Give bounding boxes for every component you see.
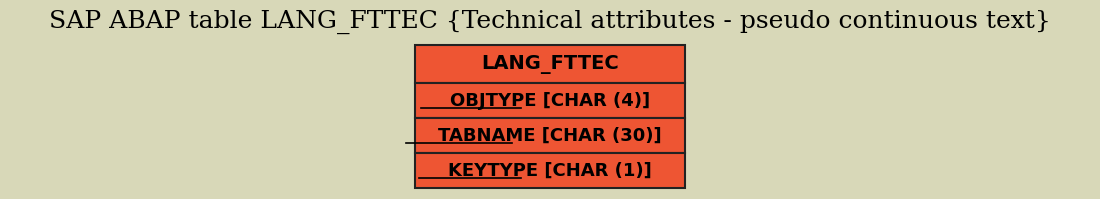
Text: TABNAME [CHAR (30)]: TABNAME [CHAR (30)] <box>438 127 662 144</box>
Bar <box>415 118 685 153</box>
Bar <box>415 45 685 83</box>
Text: KEYTYPE [CHAR (1)]: KEYTYPE [CHAR (1)] <box>448 162 652 179</box>
Text: SAP ABAP table LANG_FTTEC {Technical attributes - pseudo continuous text}: SAP ABAP table LANG_FTTEC {Technical att… <box>50 10 1050 34</box>
Text: OBJTYPE [CHAR (4)]: OBJTYPE [CHAR (4)] <box>450 92 650 109</box>
Text: LANG_FTTEC: LANG_FTTEC <box>481 55 619 73</box>
Bar <box>415 153 685 188</box>
Bar <box>415 83 685 118</box>
